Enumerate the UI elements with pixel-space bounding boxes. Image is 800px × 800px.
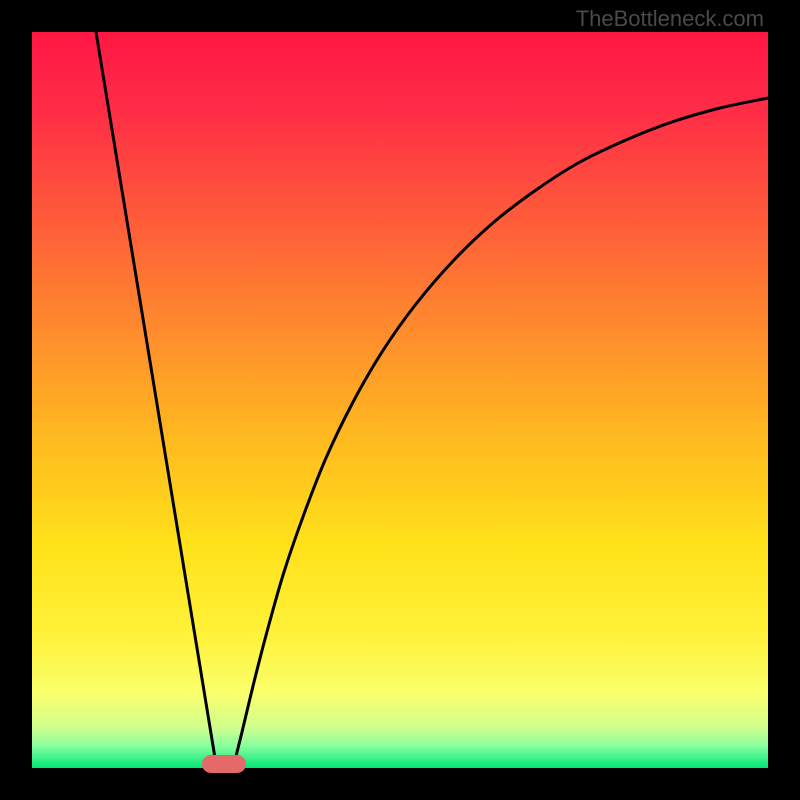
curve-layer xyxy=(32,32,768,768)
optimal-marker xyxy=(202,755,246,773)
left-line xyxy=(96,32,216,764)
right-curve xyxy=(234,98,768,764)
plot-area xyxy=(32,32,768,768)
watermark-text: TheBottleneck.com xyxy=(576,6,764,32)
chart-frame: TheBottleneck.com xyxy=(0,0,800,800)
